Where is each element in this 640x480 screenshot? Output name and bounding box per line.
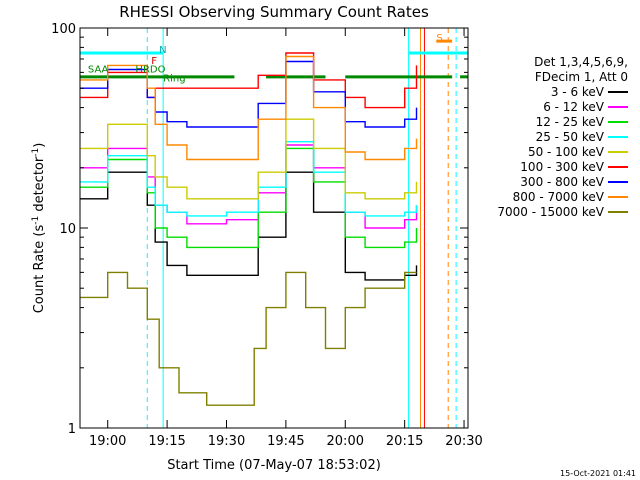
x-tick-label-0: 19:00 <box>89 434 126 449</box>
annotation-0: N <box>159 45 166 56</box>
annotation-1: F <box>151 56 157 67</box>
y-axis-label: Count Rate (s-1 detector-1) <box>31 143 47 314</box>
legend-label-1: 6 - 12 keV <box>543 100 605 114</box>
x-tick-label-6: 20:30 <box>445 434 482 449</box>
series-line-3 <box>80 141 418 217</box>
legend-label-8: 7000 - 15000 keV <box>497 205 604 219</box>
series-line-7 <box>80 55 418 161</box>
x-axis-label: Start Time (07-May-07 18:53:02) <box>167 458 381 473</box>
series-line-8 <box>80 271 417 406</box>
annotation-4: Ring <box>163 74 185 85</box>
y-tick-label-1: 10 <box>59 222 76 237</box>
generated-date: 15-Oct-2021 01:41 <box>560 469 636 478</box>
x-tick-label-5: 20:15 <box>386 434 423 449</box>
legend-label-5: 100 - 300 keV <box>520 160 604 174</box>
series-line-2 <box>80 147 418 249</box>
legend-label-0: 3 - 6 keV <box>551 85 605 99</box>
annotation-2: SAA <box>88 64 109 75</box>
x-tick-label-3: 19:45 <box>267 434 304 449</box>
x-tick-label-2: 19:30 <box>208 434 245 449</box>
annotation-3: HRDO <box>135 64 165 75</box>
series-line-0 <box>80 171 418 281</box>
legend: Det 1,3,4,5,6,9,FDecim 1, Att 03 - 6 keV… <box>497 55 628 219</box>
legend-label-3: 25 - 50 keV <box>536 130 605 144</box>
x-axis-ticks: 19:00 19:15 19:30 19:45 20:00 20:15 20:30 <box>89 28 483 449</box>
y-axis-ticks: 1 10 100 <box>51 22 468 437</box>
annotation-5: S <box>436 33 442 44</box>
legend-header-1: FDecim 1, Att 0 <box>535 70 628 84</box>
legend-label-4: 50 - 100 keV <box>528 145 605 159</box>
series-line-4 <box>80 118 418 200</box>
chart-title: RHESSI Observing Summary Count Rates <box>119 3 429 21</box>
legend-label-2: 12 - 25 keV <box>536 115 605 129</box>
legend-header-0: Det 1,3,4,5,6,9, <box>534 55 628 69</box>
legend-label-7: 800 - 7000 keV <box>513 190 605 204</box>
x-tick-label-4: 20:00 <box>327 434 364 449</box>
y-tick-label-0: 1 <box>68 422 76 437</box>
series-line-5 <box>80 52 418 109</box>
legend-label-6: 300 - 800 keV <box>520 175 604 189</box>
series-line-6 <box>80 60 418 128</box>
x-tick-label-1: 19:15 <box>148 434 185 449</box>
y-tick-label-2: 100 <box>51 22 76 37</box>
